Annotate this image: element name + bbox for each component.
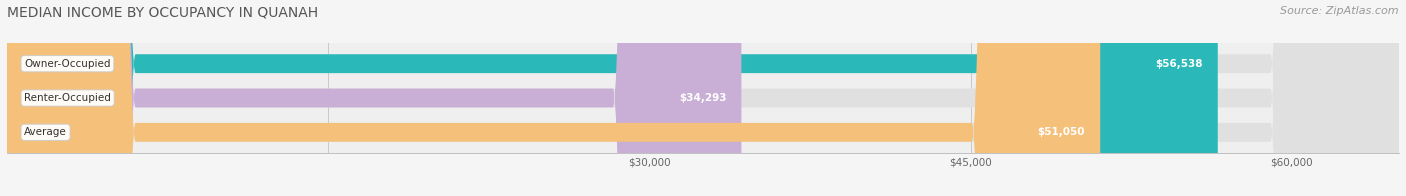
FancyBboxPatch shape: [7, 0, 1101, 196]
FancyBboxPatch shape: [7, 0, 741, 196]
FancyBboxPatch shape: [7, 0, 1399, 196]
FancyBboxPatch shape: [7, 0, 1399, 196]
Text: Average: Average: [24, 127, 67, 137]
Text: Owner-Occupied: Owner-Occupied: [24, 59, 111, 69]
Text: Renter-Occupied: Renter-Occupied: [24, 93, 111, 103]
Text: $51,050: $51,050: [1038, 127, 1085, 137]
FancyBboxPatch shape: [7, 0, 1218, 196]
FancyBboxPatch shape: [7, 0, 1399, 196]
Text: $34,293: $34,293: [679, 93, 727, 103]
Text: MEDIAN INCOME BY OCCUPANCY IN QUANAH: MEDIAN INCOME BY OCCUPANCY IN QUANAH: [7, 6, 318, 20]
Text: $56,538: $56,538: [1156, 59, 1202, 69]
Text: Source: ZipAtlas.com: Source: ZipAtlas.com: [1281, 6, 1399, 16]
